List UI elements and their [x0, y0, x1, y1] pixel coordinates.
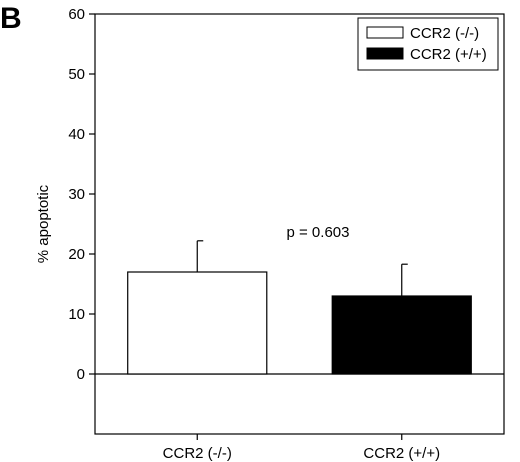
- bar-0: [127, 271, 268, 375]
- legend-label-ccr2-wt: CCR2 (+/+): [410, 46, 487, 63]
- y-tick-label: 30: [68, 186, 85, 203]
- bars-group: [127, 271, 472, 375]
- plot-area-frame: [94, 13, 505, 435]
- x-axis-category-labels: CCR2 (-/-) CCR2 (+/+): [163, 445, 440, 462]
- legend-swatch-ccr2-wt: [366, 47, 404, 60]
- legend-swatch-ccr2-ko: [366, 26, 404, 39]
- y-tick-label: 10: [68, 306, 85, 323]
- y-tick-label: 0: [77, 366, 85, 383]
- y-axis-tick-labels: 0 10 20 30 40 50 60: [68, 6, 85, 383]
- y-tick-label: 50: [68, 66, 85, 83]
- p-value-annotation: p = 0.603: [287, 224, 350, 241]
- legend-label-ccr2-ko: CCR2 (-/-): [410, 25, 479, 42]
- y-axis-ticks: [89, 13, 95, 375]
- error-bars-group: [196, 240, 408, 296]
- x-category-label: CCR2 (+/+): [363, 445, 440, 462]
- legend: CCR2 (-/-) CCR2 (+/+): [357, 17, 499, 71]
- x-category-label: CCR2 (-/-): [163, 445, 232, 462]
- y-tick-label: 60: [68, 6, 85, 23]
- bar-1: [331, 295, 472, 375]
- panel-label: B: [0, 2, 22, 35]
- y-axis-label: % apoptotic: [35, 184, 52, 263]
- y-tick-label: 20: [68, 246, 85, 263]
- x-axis-ticks: [196, 434, 403, 440]
- y-tick-label: 40: [68, 126, 85, 143]
